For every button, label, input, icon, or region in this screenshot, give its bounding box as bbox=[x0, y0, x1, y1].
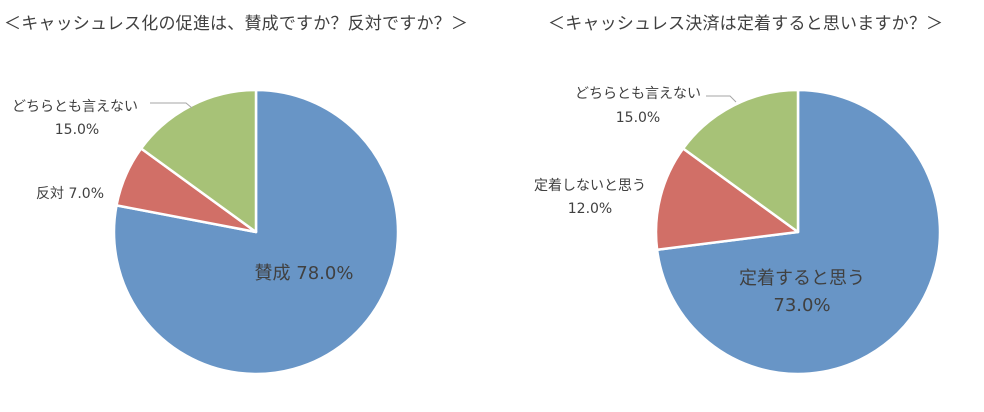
chart-title-right: ＜キャッシュレス決済は定着すると思いますか？＞ bbox=[548, 14, 944, 34]
data-label: 賛成 78.0% bbox=[255, 263, 354, 284]
pie-chart-left: 賛成 78.0% 反対 7.0% どちらとも言えない 15.0% bbox=[12, 88, 400, 376]
data-label: 73.0% bbox=[773, 295, 830, 316]
data-label: 15.0% bbox=[616, 110, 660, 126]
data-label: 定着しないと思う bbox=[534, 178, 646, 194]
data-label: 反対 7.0% bbox=[36, 186, 104, 202]
data-label: どちらとも言えない bbox=[12, 99, 138, 115]
data-label: 15.0% bbox=[55, 122, 99, 138]
leader-line bbox=[150, 102, 193, 109]
data-label: どちらとも言えない bbox=[575, 86, 701, 102]
data-label: 定着すると思う bbox=[739, 268, 865, 289]
pie-chart-right: 定着すると思う 73.0% 定着しないと思う 12.0% どちらとも言えない 15.0% bbox=[534, 86, 942, 376]
pie-slice-2 bbox=[654, 147, 800, 252]
chart-title-left: ＜キャッシュレス化の促進は、賛成ですか？反対ですか？＞ bbox=[4, 14, 469, 34]
data-label: 12.0% bbox=[568, 201, 612, 217]
leader-line bbox=[706, 95, 737, 103]
pie-slice-3 bbox=[681, 88, 800, 234]
pie-slice-3 bbox=[139, 88, 258, 234]
